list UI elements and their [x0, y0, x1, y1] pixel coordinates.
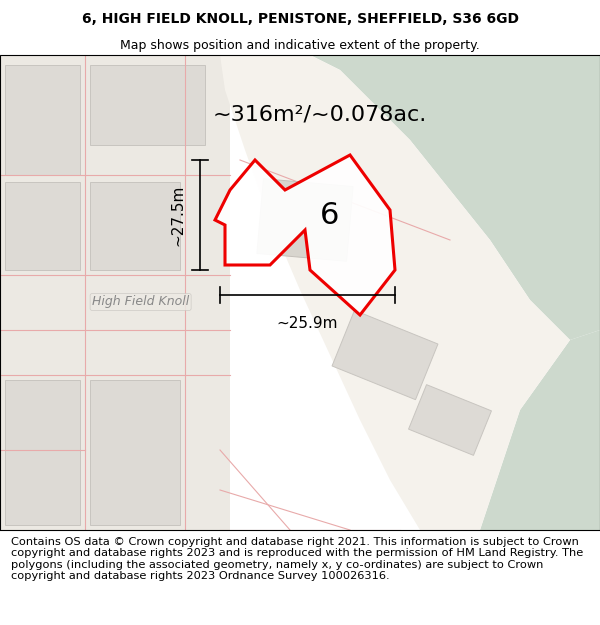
Polygon shape	[257, 179, 353, 261]
Polygon shape	[90, 65, 205, 145]
Polygon shape	[332, 311, 438, 399]
Polygon shape	[5, 65, 80, 175]
Polygon shape	[480, 330, 600, 530]
Text: Map shows position and indicative extent of the property.: Map shows position and indicative extent…	[120, 39, 480, 51]
Polygon shape	[220, 55, 570, 530]
Polygon shape	[90, 380, 180, 525]
Polygon shape	[90, 182, 180, 270]
Polygon shape	[215, 155, 395, 315]
Text: 6, HIGH FIELD KNOLL, PENISTONE, SHEFFIELD, S36 6GD: 6, HIGH FIELD KNOLL, PENISTONE, SHEFFIEL…	[82, 12, 518, 26]
Text: 6: 6	[320, 201, 340, 229]
Polygon shape	[5, 380, 80, 525]
Polygon shape	[310, 55, 600, 340]
Polygon shape	[0, 55, 230, 530]
Text: ~25.9m: ~25.9m	[277, 316, 338, 331]
Text: ~316m²/~0.078ac.: ~316m²/~0.078ac.	[213, 105, 427, 125]
Text: High Field Knoll: High Field Knoll	[92, 296, 189, 309]
Text: Contains OS data © Crown copyright and database right 2021. This information is : Contains OS data © Crown copyright and d…	[11, 537, 583, 581]
Polygon shape	[409, 384, 491, 456]
Text: ~27.5m: ~27.5m	[170, 184, 185, 246]
Polygon shape	[5, 182, 80, 270]
